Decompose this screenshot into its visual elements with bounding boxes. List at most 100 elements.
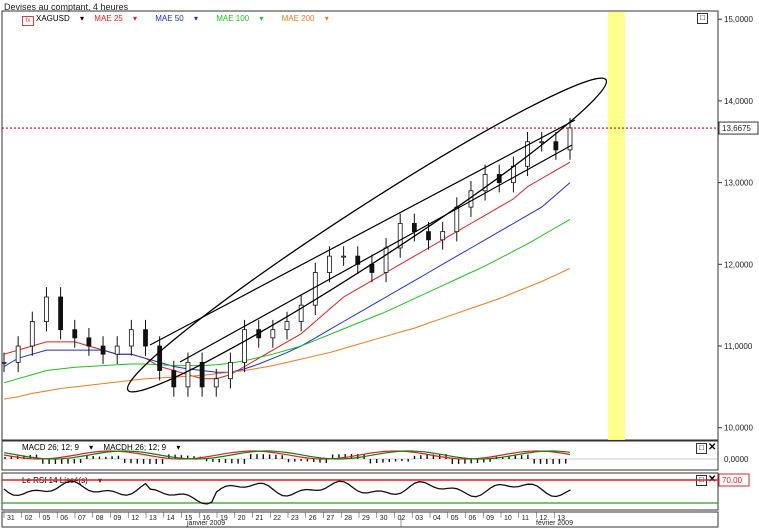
- legend-item-mae100[interactable]: MAE 100 ▾: [216, 14, 271, 23]
- last-price-label: 13,6675: [722, 124, 751, 133]
- symbol-selector[interactable]: fx XAGUSD ▾: [22, 14, 84, 26]
- window-title: Devises au comptant, 4 heures: [4, 2, 129, 12]
- macd-legend: MACD 26; 12; 9 ▾ MACDH 26; 12; 9 ▾: [22, 443, 188, 452]
- x-tick-label: 19: [220, 515, 228, 522]
- macd-legend-item[interactable]: MACD 26; 12; 9 ▾: [22, 443, 94, 452]
- price-candle: [86, 337, 92, 347]
- x-tick-label: 05: [451, 515, 459, 522]
- price-candle: [44, 296, 49, 322]
- price-candle: [72, 329, 78, 339]
- y-tick-label: 11,0000: [724, 342, 753, 351]
- rsi-level-label: 70,00: [722, 476, 743, 485]
- price-candle: [242, 329, 247, 363]
- price-candle: [454, 206, 460, 233]
- price-candle: [440, 231, 446, 241]
- highlight-zone: [608, 12, 625, 440]
- x-tick-label: 28: [344, 515, 352, 522]
- x-tick-label: 11: [522, 515, 529, 522]
- x-tick-label: 02: [25, 515, 33, 522]
- maximize-panel-button[interactable]: □: [697, 13, 708, 24]
- last-price-box: [718, 121, 759, 135]
- x-tick-label: 15: [185, 515, 193, 522]
- price-panel-frame: [1, 10, 719, 441]
- macd-tick-label: 0,0000: [724, 455, 749, 464]
- price-candle: [58, 296, 63, 331]
- legend-label-mae50: MAE 50: [155, 14, 184, 23]
- rsi-line: [3, 480, 571, 505]
- price-candle: [128, 329, 134, 347]
- x-tick-label: 14: [167, 515, 175, 522]
- rsi-level-box: [718, 473, 750, 487]
- macdh-label: MACDH 26; 12; 9: [103, 443, 167, 452]
- x-tick-label: 09: [486, 515, 494, 522]
- x-tick-label: 05: [43, 515, 51, 522]
- rsi-panel-frame: [1, 472, 719, 511]
- price-candle: [355, 255, 361, 265]
- macd-panel-frame: [1, 440, 719, 471]
- price-candle: [383, 247, 389, 273]
- price-candle: [270, 329, 276, 339]
- price-candle: [227, 361, 233, 380]
- x-tick-label: 09: [114, 515, 122, 522]
- x-tick-label: 20: [238, 515, 246, 522]
- price-candle: [298, 304, 304, 322]
- macdh-legend-item[interactable]: MACDH 26; 12; 9 ▾: [103, 443, 181, 452]
- legend-item-mae50[interactable]: MAE 50 ▾: [155, 14, 206, 23]
- price-candle: [157, 345, 163, 371]
- series-line-mae200: [3, 267, 571, 400]
- series-line-mae25: [3, 161, 571, 380]
- legend-label-mae25: MAE 25: [94, 14, 123, 23]
- drawn-ellipse: [126, 77, 608, 393]
- price-candle: [397, 223, 403, 249]
- x-tick-label: 12: [131, 515, 139, 522]
- price-candle: [114, 345, 120, 355]
- x-tick-label: 22: [273, 515, 281, 522]
- price-candle: [510, 165, 516, 183]
- x-tick-label: 12: [540, 515, 548, 522]
- x-tick-label: 13: [557, 515, 565, 522]
- price-candle: [100, 345, 106, 355]
- x-tick-label: 04: [433, 515, 441, 522]
- trend-line-upper: [149, 119, 576, 346]
- price-candle: [284, 321, 290, 331]
- x-tick-label: 06: [60, 515, 68, 522]
- y-tick-label: 14,0000: [724, 97, 753, 106]
- macd-label: MACD 26; 12; 9: [22, 443, 79, 452]
- price-candle: [213, 378, 219, 388]
- price-candle: [199, 361, 205, 388]
- fx-icon: fx: [22, 16, 34, 26]
- trend-line-lower: [179, 144, 573, 363]
- price-candle: [143, 329, 148, 347]
- price-legend: fx XAGUSD ▾ MAE 25 ▾ MAE 50 ▾ MAE 100 ▾ M…: [22, 14, 345, 26]
- chevron-down-icon: ▾: [324, 14, 329, 23]
- symbol-label: XAGUSD: [36, 14, 70, 23]
- series-line-mae50: [3, 182, 571, 373]
- x-tick-label: 06: [469, 515, 477, 522]
- price-candle: [29, 321, 35, 347]
- chevron-down-icon: ▾: [259, 14, 264, 23]
- x-tick-label: 07: [78, 515, 86, 522]
- x-tick-label: 29: [362, 515, 370, 522]
- price-candle: [411, 223, 417, 233]
- price-candle: [482, 174, 488, 192]
- legend-item-mae200[interactable]: MAE 200 ▾: [282, 14, 337, 23]
- x-tick-label: 13: [149, 515, 157, 522]
- month-label-january: janvier 2009: [186, 520, 225, 527]
- x-tick-label: 31: [7, 515, 15, 522]
- legend-item-mae25[interactable]: MAE 25 ▾: [94, 14, 145, 23]
- price-candle: [341, 255, 347, 258]
- x-tick-label: 16: [202, 515, 210, 522]
- chevron-down-icon: ▾: [132, 14, 137, 23]
- y-tick-label: 10,0000: [724, 424, 753, 433]
- maximize-macd-button[interactable]: □: [696, 443, 707, 454]
- price-candle: [426, 231, 431, 241]
- x-tick-label: 26: [309, 515, 317, 522]
- x-tick-label: 02: [398, 515, 406, 522]
- price-candle: [553, 141, 559, 151]
- price-candle: [1, 361, 7, 364]
- series-line-mae100: [3, 218, 571, 384]
- price-candle: [185, 361, 191, 388]
- close-macd-button[interactable]: ✕: [708, 442, 717, 453]
- y-tick-label: 13,0000: [724, 179, 753, 188]
